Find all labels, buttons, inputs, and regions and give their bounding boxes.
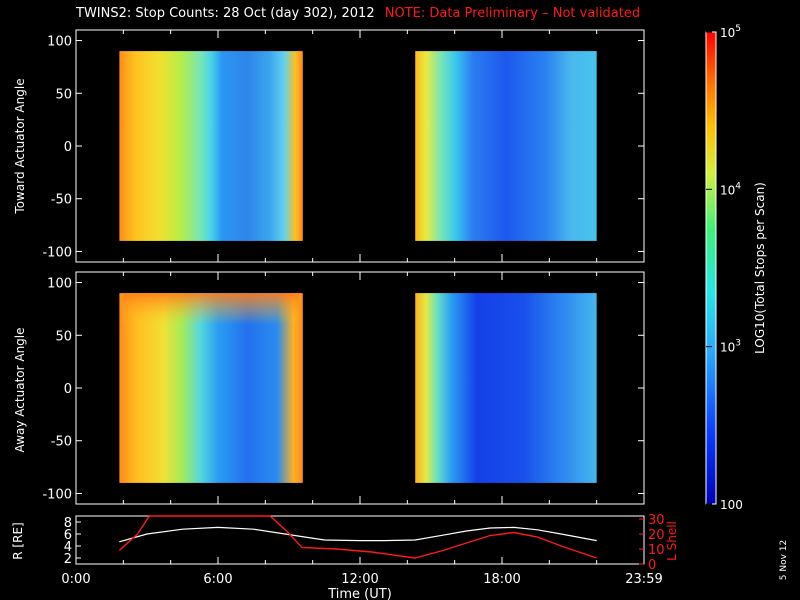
toward-segment-2 [415,51,597,241]
panel-toward: 100 50 0 -50 -100 Toward Actuator Angle [13,29,645,263]
colorbar-label: LOG10(Total Stops per Scan) [753,182,767,354]
r-axis-label: R [RE] [11,522,25,559]
time-tick-label: 12:00 [341,572,378,587]
r-tick-label: 8 [64,516,72,531]
title-text: TWINS2: Stop Counts: 28 Oct (day 302), 2… [76,6,375,21]
footer-date: 5 Nov 12 [779,540,789,580]
l-shell-tick-label: 0 [648,558,656,573]
time-tick-label: 6:00 [203,572,232,587]
l-shell-tick-label: 10 [648,543,665,558]
colorbar-tick-label: 103 [720,339,741,355]
time-axis-ticks: 0:00 6:00 12:00 18:00 23:59 [61,557,663,587]
colorbar-tick-label: 100 [720,498,743,512]
r-tick-label: 6 [64,528,72,543]
away-y-label: Away Actuator Angle [13,327,27,452]
x-axis-label: Time (UT) [327,587,392,600]
colorbar-scale [705,31,717,505]
y-tick-label: 0 [64,382,72,397]
toward-y-label: Toward Actuator Angle [13,78,27,214]
chart-title: TWINS2: Stop Counts: 28 Oct (day 302), 2… [76,6,640,21]
away-x-ticks [75,272,645,504]
colorbar-ticks: 105 104 103 100 [706,24,743,512]
preliminary-note: NOTE: Data Preliminary – Not validated [384,6,641,21]
time-tick-label: 0:00 [61,572,90,587]
away-segment-2 [415,293,597,483]
y-tick-label: -100 [42,245,72,260]
y-tick-label: -50 [51,435,72,450]
y-tick-label: 100 [47,35,72,50]
colorbar: 105 104 103 100 LOG10(Total Stops per Scan) [705,24,767,512]
colorbar-tick-label: 105 [720,24,741,40]
r-tick-label: 4 [64,540,72,555]
l-shell-line [118,515,597,559]
y-tick-label: 100 [47,277,72,292]
r-line [119,526,597,543]
toward-x-ticks [75,30,645,262]
l-shell-axis-label: L Shell [665,521,679,561]
toward-segment-1 [119,51,303,241]
time-tick-label: 23:59 [625,572,662,587]
y-tick-label: 50 [55,87,72,102]
toward-y-ticks: 100 50 0 -50 -100 [42,35,644,260]
colorbar-tick-label: 104 [720,181,741,197]
r-tick-label: 2 [64,552,72,567]
y-tick-label: 0 [64,140,72,155]
l-shell-tick-label: 30 [648,513,665,528]
y-tick-label: 50 [55,329,72,344]
time-tick-label: 18:00 [483,572,520,587]
away-top-band [123,293,299,325]
y-tick-label: -50 [51,193,72,208]
away-y-ticks: 100 50 0 -50 -100 [42,277,644,502]
l-shell-tick-label: 20 [648,528,665,543]
y-tick-label: -100 [42,487,72,502]
panel-away: 100 50 0 -50 -100 Away Actuator Angle [13,271,645,505]
